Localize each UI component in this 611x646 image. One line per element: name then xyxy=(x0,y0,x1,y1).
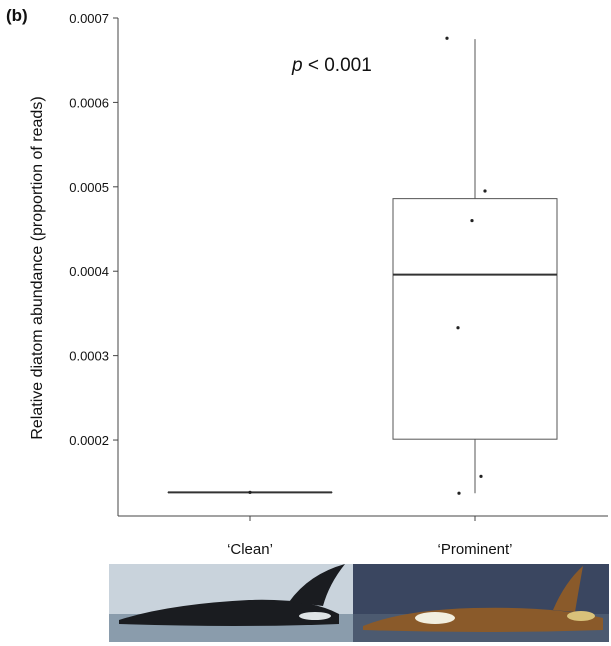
axes xyxy=(117,18,608,517)
p-value-annotation: p < 0.001 xyxy=(291,55,372,76)
y-tick-label: 0.0006 xyxy=(69,95,109,110)
p-symbol: p xyxy=(291,55,303,76)
data-point xyxy=(457,491,461,495)
box-rect xyxy=(392,198,558,440)
killer-whale-prominent-photo-svg xyxy=(353,564,609,642)
x-category-label: ‘Prominent’ xyxy=(437,541,512,558)
saddle-patch xyxy=(567,611,595,621)
killer-whale-prominent-photo xyxy=(353,564,609,642)
eye-patch xyxy=(415,612,455,624)
data-point xyxy=(470,218,474,223)
y-tick-label: 0.0004 xyxy=(69,264,109,279)
killer-whale-clean-photo-svg xyxy=(109,564,353,642)
y-tick-label: 0.0005 xyxy=(69,180,109,195)
data-points xyxy=(248,36,487,495)
y-axis-label: Relative diatom abundance (proportion of… xyxy=(29,96,46,439)
data-point xyxy=(445,36,449,40)
data-point xyxy=(479,474,483,478)
data-point xyxy=(483,189,487,193)
photo-strip xyxy=(109,564,609,642)
x-category-labels: ‘Clean’ ‘Prominent’ xyxy=(227,516,513,558)
dorsal-fin xyxy=(289,564,345,606)
panel-label: (b) xyxy=(6,6,28,25)
box-plot: 0.0002 0.0003 0.0004 0.0005 0.0006 0.0007 ‘Cl… xyxy=(29,11,608,558)
data-point xyxy=(248,490,252,494)
dorsal-fin xyxy=(553,566,583,612)
white-patch xyxy=(299,612,331,620)
y-tick-label: 0.0007 xyxy=(69,11,109,26)
y-tick-label: 0.0002 xyxy=(69,433,109,448)
data-point xyxy=(456,326,460,330)
whale-body xyxy=(119,599,339,626)
y-tick-label: 0.0003 xyxy=(69,349,109,364)
y-ticks: 0.0002 0.0003 0.0004 0.0005 0.0006 0.0007 xyxy=(69,11,118,448)
boxes xyxy=(167,39,558,494)
killer-whale-clean-photo xyxy=(109,564,353,642)
box-prominent xyxy=(392,39,558,494)
x-category-label: ‘Clean’ xyxy=(227,541,273,558)
p-value-text: < 0.001 xyxy=(303,55,372,76)
